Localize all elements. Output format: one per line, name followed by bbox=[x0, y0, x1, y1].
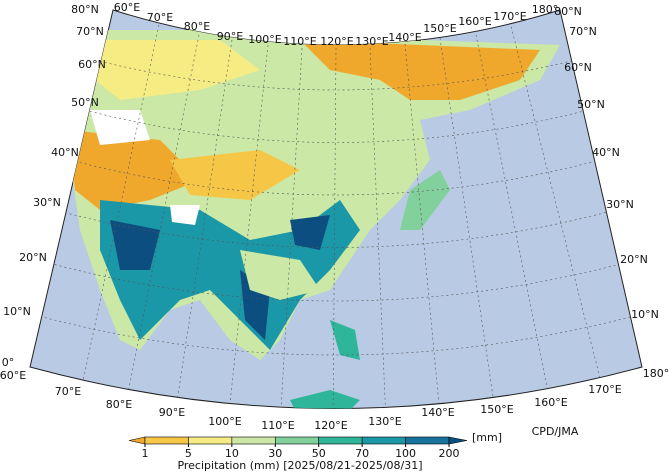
coordinate-label: 170°E bbox=[493, 10, 526, 23]
colorbar-bin bbox=[405, 436, 450, 445]
colorbar-bin bbox=[188, 436, 233, 445]
coordinate-label: 80°E bbox=[106, 398, 132, 411]
coordinate-label: 60°E bbox=[0, 369, 26, 382]
coordinate-label: 40°N bbox=[592, 146, 620, 159]
colorbar-bin bbox=[318, 436, 363, 445]
coordinate-label: 40°N bbox=[51, 146, 79, 159]
coordinate-label: 10°N bbox=[631, 308, 659, 321]
coordinate-label: 120°E bbox=[314, 419, 347, 432]
coordinate-label: 160°E bbox=[534, 396, 567, 409]
coordinate-label: 140°E bbox=[421, 406, 454, 419]
land-very-wet bbox=[110, 215, 330, 340]
coordinate-label: 180° bbox=[532, 3, 559, 16]
coordinate-label: 170°E bbox=[588, 383, 621, 396]
coordinate-label: 10°N bbox=[3, 305, 31, 318]
colorbar-tick-label: 200 bbox=[439, 447, 460, 460]
colorbar: 1 5 10 30 50 70 100 200 [mm] Precipitation (mm) [… bbox=[128, 431, 502, 472]
colorbar-title: Precipitation (mm) [2025/08/21-2025/08/3… bbox=[177, 459, 422, 472]
colorbar-tick-label: 100 bbox=[395, 447, 416, 460]
coordinate-label: 70°N bbox=[569, 25, 597, 38]
coordinate-label: 130°E bbox=[368, 415, 401, 428]
colorbar-tick-label: 1 bbox=[142, 447, 149, 460]
map-labels: 60°E70°E80°E90°E 100°E 110°E 120°E 130°E 140°… bbox=[0, 1, 669, 438]
coordinate-label: 110°E bbox=[261, 419, 294, 432]
coordinate-label: 70°E bbox=[147, 11, 173, 24]
coordinate-label: 100°E bbox=[248, 33, 281, 46]
coordinate-label: 150°E bbox=[423, 22, 456, 35]
coordinate-label: 20°N bbox=[620, 253, 648, 266]
colorbar-unit: [mm] bbox=[472, 431, 502, 444]
coordinate-label: 60°N bbox=[564, 61, 592, 74]
land bbox=[70, 30, 560, 409]
coordinate-label: 30°N bbox=[606, 198, 634, 211]
coordinate-label: 50°N bbox=[577, 98, 605, 111]
colorbar-tick-label: 50 bbox=[312, 447, 326, 460]
coordinate-label: 70°N bbox=[76, 25, 104, 38]
graticule bbox=[34, 19, 639, 409]
colorbar-tick-label: 5 bbox=[185, 447, 192, 460]
no-data bbox=[90, 110, 200, 225]
colorbar-bin bbox=[144, 436, 189, 445]
credit: CPD/JMA bbox=[532, 425, 579, 438]
coordinate-label: 90°E bbox=[159, 406, 185, 419]
colorbar-arrow-low bbox=[128, 436, 146, 445]
coordinate-label: 120°E bbox=[320, 35, 353, 48]
colorbar-tick-label: 10 bbox=[225, 447, 239, 460]
colorbar-tick-label: 30 bbox=[268, 447, 282, 460]
colorbar-arrow-high bbox=[448, 436, 468, 445]
land-moist bbox=[95, 40, 260, 100]
land-moist bbox=[170, 150, 300, 200]
coordinate-label: 80°N bbox=[554, 5, 582, 18]
coordinate-label: 70°E bbox=[55, 385, 81, 398]
coordinate-label: 160°E bbox=[458, 15, 491, 28]
coordinate-label: 60°E bbox=[114, 1, 140, 14]
coordinate-label: 110°E bbox=[283, 35, 316, 48]
coordinate-label: 140°E bbox=[388, 31, 421, 44]
coordinate-label: 50°N bbox=[71, 96, 99, 109]
coordinate-label: 80°N bbox=[71, 3, 99, 16]
colorbar-bin bbox=[231, 436, 276, 445]
colorbar-bin bbox=[274, 436, 320, 445]
coordinate-label: 90°E bbox=[217, 30, 243, 43]
coordinate-label: 180° bbox=[643, 367, 669, 380]
land-base bbox=[240, 250, 320, 300]
coordinate-label: 130°E bbox=[355, 35, 388, 48]
islands bbox=[290, 320, 360, 409]
coordinate-label: 80°E bbox=[184, 20, 210, 33]
colorbar-bin bbox=[361, 436, 406, 445]
land-dry bbox=[70, 130, 200, 210]
coordinate-label: 100°E bbox=[208, 415, 241, 428]
coordinate-label: 60°N bbox=[78, 58, 106, 71]
coordinate-label: 30°N bbox=[33, 196, 61, 209]
japan bbox=[400, 170, 450, 230]
coordinate-label: 0° bbox=[2, 356, 15, 369]
colorbar-tick-label: 70 bbox=[355, 447, 369, 460]
coordinate-label: 150°E bbox=[480, 403, 513, 416]
coordinate-label: 20°N bbox=[19, 251, 47, 264]
